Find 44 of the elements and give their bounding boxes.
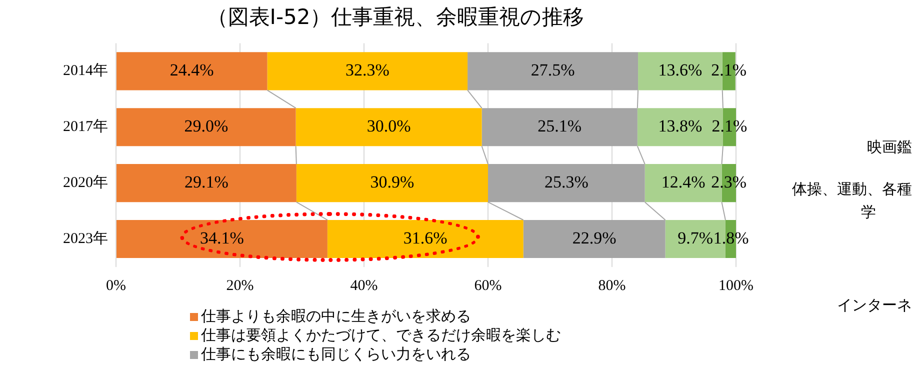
data-label: 30.0% <box>366 116 411 136</box>
text: 映画鑑 <box>867 138 912 157</box>
bar <box>116 164 296 202</box>
text: 学 <box>861 204 876 222</box>
data-label: 32.3% <box>345 60 390 80</box>
data-label: 13.8% <box>658 116 702 136</box>
y-tick-label: 2020年 <box>63 174 108 192</box>
text: インターネ <box>837 297 912 315</box>
data-label: 1.8% <box>713 228 749 248</box>
data-label: 13.6% <box>658 60 702 80</box>
legend-label: 仕事よりも余暇の中に生きがいを求める <box>201 307 471 326</box>
data-label: 29.1% <box>184 172 228 192</box>
data-label: 9.7% <box>678 228 714 248</box>
data-label: 27.5% <box>530 60 575 80</box>
data-label: 34.1% <box>200 228 244 248</box>
data-label: 2.1% <box>712 116 748 136</box>
x-tick-label: 80% <box>598 278 626 294</box>
text: 体操、運動、各種 <box>792 181 912 199</box>
bar <box>296 164 488 202</box>
data-label: 29.0% <box>184 116 228 136</box>
legend-label: 仕事は要領よくかたづけて、できるだけ余暇を楽しむ <box>201 326 561 345</box>
bar <box>267 52 468 90</box>
bar <box>116 108 296 146</box>
chart-title: （図表Ⅰ-52）仕事重視、余暇重視の推移 <box>206 5 584 30</box>
data-label: 24.4% <box>170 60 214 80</box>
data-label: 31.6% <box>403 228 448 248</box>
data-label: 25.1% <box>538 116 582 136</box>
data-label: 2.1% <box>711 60 747 80</box>
x-tick-label: 20% <box>226 278 254 294</box>
x-tick-label: 0% <box>106 278 126 294</box>
bar <box>116 52 268 90</box>
data-label: 30.9% <box>370 172 414 192</box>
data-label: 2.3% <box>711 172 747 192</box>
data-label: 25.3% <box>544 172 588 192</box>
y-tick-label: 2023年 <box>63 230 108 247</box>
bar <box>296 108 482 146</box>
x-tick-label: 60% <box>474 278 502 294</box>
y-tick-label: 2014年 <box>63 62 108 80</box>
data-label: 12.4% <box>661 172 706 192</box>
x-tick-label: 40% <box>350 278 378 294</box>
legend-label: 仕事にも余暇にも同じくらい力をいれる <box>201 345 471 364</box>
x-tick-label: 100% <box>718 278 754 294</box>
data-label: 22.9% <box>572 228 616 248</box>
y-tick-label: 2017年 <box>63 118 108 136</box>
